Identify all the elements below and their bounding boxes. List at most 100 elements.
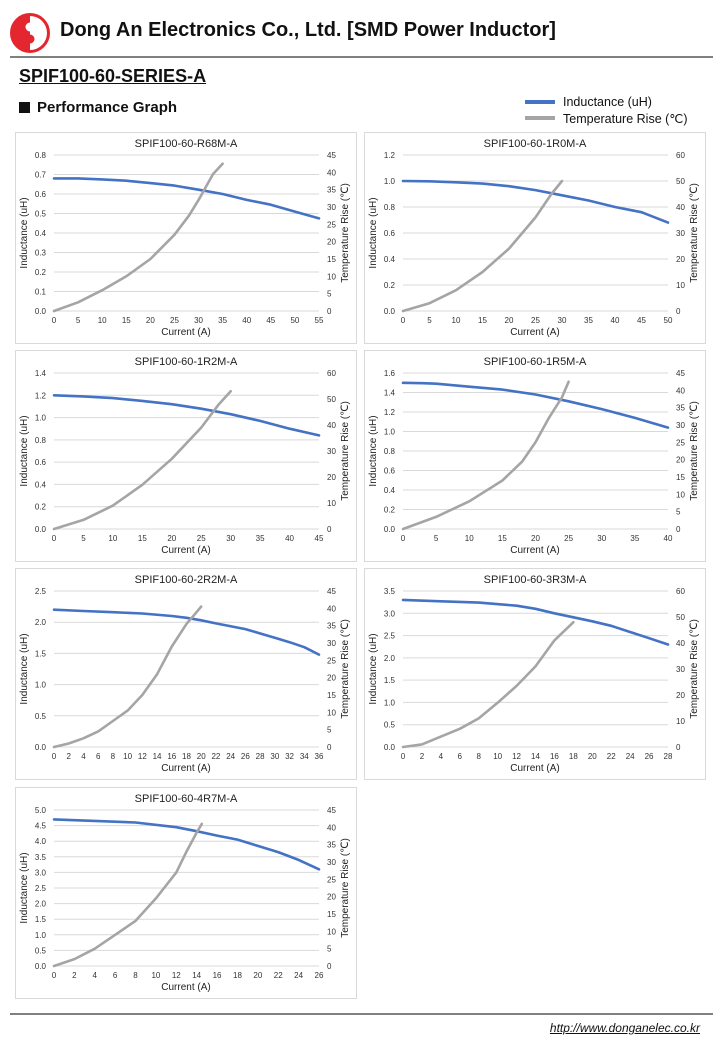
y2-tick-label: 0 [676, 525, 681, 534]
y2-tick-label: 60 [676, 587, 685, 596]
y2-tick-label: 10 [676, 490, 685, 499]
x-tick-label: 18 [182, 752, 191, 761]
y-tick-label: 0.3 [35, 249, 47, 258]
x-tick-label: 20 [531, 534, 540, 543]
y2-tick-label: 0 [327, 962, 332, 971]
x-tick-label: 36 [315, 752, 324, 761]
x-tick-label: 30 [194, 316, 203, 325]
chart-title: SPIF100-60-4R7M-A [135, 793, 238, 805]
y2-tick-label: 20 [676, 255, 685, 264]
y-tick-label: 1.5 [35, 649, 47, 658]
x-tick-label: 15 [478, 316, 487, 325]
series-line-temperature [52, 162, 224, 313]
y-tick-label: 3.5 [35, 853, 47, 862]
section-title: Performance Graph [19, 99, 177, 116]
y2-tick-label: 10 [676, 717, 685, 726]
y2-tick-label: 15 [327, 910, 336, 919]
x-tick-label: 40 [664, 534, 673, 543]
y-tick-label: 3.0 [384, 609, 396, 618]
y-tick-label: 0.7 [35, 171, 47, 180]
y-tick-label: 0.0 [35, 962, 47, 971]
x-tick-label: 20 [167, 534, 176, 543]
legend-label-temperature: Temperature Rise (℃) [563, 111, 688, 126]
x-tick-label: 16 [167, 752, 176, 761]
y-tick-label: 0.5 [384, 721, 396, 730]
y-axis-label: Inductance (uH) [368, 633, 379, 704]
x-tick-label: 32 [285, 752, 294, 761]
x-tick-label: 25 [170, 316, 179, 325]
y-tick-label: 1.0 [384, 428, 396, 437]
square-bullet-icon [19, 102, 30, 113]
x-tick-label: 5 [81, 534, 86, 543]
x-tick-label: 6 [113, 971, 118, 980]
x-tick-label: 30 [558, 316, 567, 325]
y2-tick-label: 40 [327, 823, 336, 832]
x-tick-label: 40 [242, 316, 251, 325]
chart-panel: SPIF100-60-4R7M-A 0.0 0.5 1.0 1.5 2.0 2.5 3.0 3.… [15, 787, 357, 999]
y-tick-label: 0.8 [384, 447, 396, 456]
y-tick-label: 0.0 [384, 307, 396, 316]
y2-tick-label: 10 [327, 927, 336, 936]
y-tick-label: 0.8 [35, 151, 47, 160]
x-tick-label: 10 [151, 971, 160, 980]
y2-tick-label: 0 [327, 307, 332, 316]
x-tick-label: 5 [434, 534, 439, 543]
x-tick-label: 50 [664, 316, 673, 325]
chart-title: SPIF100-60-2R2M-A [135, 574, 238, 586]
legend-swatch-inductance [525, 100, 555, 104]
y2-tick-label: 35 [327, 622, 336, 631]
x-tick-label: 20 [588, 752, 597, 761]
x-tick-label: 28 [664, 752, 673, 761]
series-line-inductance [401, 381, 670, 429]
x-tick-label: 10 [493, 752, 502, 761]
x-tick-label: 20 [146, 316, 155, 325]
y2-axis-label: Temperature Rise (℃) [340, 401, 351, 501]
y-tick-label: 4.5 [35, 822, 47, 831]
y-tick-label: 2.5 [35, 884, 47, 893]
x-tick-label: 30 [597, 534, 606, 543]
y2-tick-label: 5 [327, 290, 332, 299]
y-tick-label: 0.0 [384, 743, 396, 752]
y-tick-label: 0.2 [384, 281, 396, 290]
y-tick-label: 1.2 [35, 391, 47, 400]
y2-tick-label: 35 [676, 404, 685, 413]
chart-panel: SPIF100-60-3R3M-A 0.0 0.5 1.0 1.5 2.0 2.5 3.0 3.… [364, 568, 706, 780]
y2-axis-label: Temperature Rise (℃) [689, 183, 700, 283]
series-line-inductance [401, 179, 670, 224]
y2-tick-label: 20 [327, 473, 336, 482]
x-tick-label: 45 [637, 316, 646, 325]
y2-tick-label: 50 [676, 177, 685, 186]
y2-tick-label: 20 [327, 238, 336, 247]
y-axis-label: Inductance (uH) [19, 415, 30, 486]
y2-tick-label: 40 [676, 386, 685, 395]
x-tick-label: 26 [645, 752, 654, 761]
x-tick-label: 15 [138, 534, 147, 543]
y2-tick-label: 30 [327, 203, 336, 212]
x-tick-label: 40 [611, 316, 620, 325]
y-tick-label: 0.1 [35, 288, 47, 297]
y2-tick-label: 15 [327, 691, 336, 700]
chart-panel: SPIF100-60-R68M-A 0.0 0.1 0.2 0.3 0.4 0.5 0.6 0.… [15, 132, 357, 344]
x-tick-label: 45 [266, 316, 275, 325]
y-tick-label: 1.4 [35, 369, 47, 378]
website-link[interactable]: http://www.donganelec.co.kr [549, 1021, 700, 1035]
y2-tick-label: 25 [676, 438, 685, 447]
y2-tick-label: 10 [327, 708, 336, 717]
y2-tick-label: 0 [676, 743, 681, 752]
y-axis-label: Inductance (uH) [368, 415, 379, 486]
y-tick-label: 2.5 [384, 632, 396, 641]
y2-tick-label: 20 [327, 674, 336, 683]
series-line-inductance [52, 177, 321, 220]
y-tick-label: 0.8 [384, 203, 396, 212]
y2-tick-label: 30 [327, 858, 336, 867]
y-axis-label: Inductance (uH) [19, 633, 30, 704]
y2-tick-label: 60 [327, 369, 336, 378]
x-axis-label: Current (A) [161, 327, 210, 338]
y2-tick-label: 25 [327, 220, 336, 229]
y2-tick-label: 40 [676, 639, 685, 648]
series-line-inductance [52, 818, 321, 871]
series-line-temperature [52, 605, 203, 749]
y-tick-label: 0.8 [35, 436, 47, 445]
y-tick-label: 1.0 [35, 931, 47, 940]
y-tick-label: 0.5 [35, 946, 47, 955]
